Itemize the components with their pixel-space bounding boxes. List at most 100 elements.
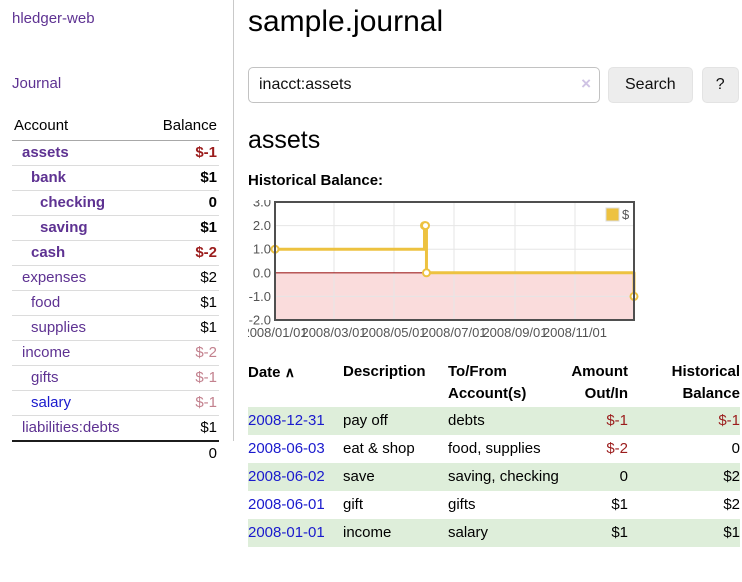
historical-balance-chart: $3.0 2.0 1.0 0.0 -1.0 -2.02008/01/012008/03/0…	[248, 200, 639, 340]
svg-text:-1.0: -1.0	[249, 289, 271, 304]
svg-text:2008/11/01: 2008/11/01	[543, 325, 607, 340]
register-header-row: Date ∧ Description To/From Account(s) Am…	[248, 359, 740, 407]
account-link-expenses[interactable]: expenses	[22, 269, 87, 286]
transaction-balance: $-1	[718, 412, 740, 429]
accounts-total-value: 0	[146, 440, 219, 466]
account-balance: 0	[146, 190, 219, 216]
register-row: 2008-12-31 pay off debts $-1 $-1	[248, 407, 740, 435]
account-link-supplies[interactable]: supplies	[31, 319, 87, 336]
account-balance: $1	[146, 165, 219, 191]
svg-text:2.0: 2.0	[253, 218, 271, 233]
svg-text:2008/09/01: 2008/09/01	[482, 325, 547, 340]
transaction-description: gift	[343, 496, 364, 513]
account-balance: $2	[146, 265, 219, 291]
transaction-accounts: gifts	[448, 496, 476, 513]
register-table: Date ∧ Description To/From Account(s) Am…	[248, 359, 740, 547]
clear-search-icon[interactable]: ×	[581, 74, 591, 93]
page-title: sample.journal	[248, 5, 444, 38]
sidebar: hledger-web Journal Account Balance asse…	[0, 0, 234, 466]
account-row: income $-2	[12, 340, 219, 366]
register-row: 2008-06-01 gift gifts $1 $2	[248, 491, 740, 519]
svg-text:2008/01/01: 2008/01/01	[248, 325, 308, 340]
account-balance: $-2	[146, 340, 219, 366]
transaction-date-link[interactable]: 2008-01-01	[248, 524, 325, 541]
account-balance: $1	[146, 290, 219, 316]
register-header-date[interactable]: Date ∧	[248, 364, 295, 381]
transaction-date-link[interactable]: 2008-12-31	[248, 412, 325, 429]
account-balance: $-1	[146, 390, 219, 416]
account-row: bank $1	[12, 165, 219, 191]
svg-text:0.0: 0.0	[253, 265, 271, 280]
account-link-saving[interactable]: saving	[40, 219, 88, 236]
transaction-date-link[interactable]: 2008-06-01	[248, 496, 325, 513]
svg-text:2008/05/01: 2008/05/01	[361, 325, 426, 340]
svg-text:2008/03/01: 2008/03/01	[301, 325, 366, 340]
account-balance: $1	[146, 215, 219, 241]
account-balance: $1	[146, 415, 219, 442]
account-row: liabilities:debts $1	[12, 415, 219, 442]
account-row: assets $-1	[12, 140, 219, 166]
account-link-assets[interactable]: assets	[22, 144, 69, 161]
transaction-balance: 0	[731, 440, 740, 457]
transaction-accounts: saving, checking	[448, 468, 559, 485]
account-row: checking 0	[12, 190, 219, 216]
account-row: saving $1	[12, 215, 219, 241]
account-row: salary $-1	[12, 390, 219, 416]
search-bar: × Search ?	[248, 67, 740, 103]
transaction-date-link[interactable]: 2008-06-02	[248, 468, 325, 485]
account-row: food $1	[12, 290, 219, 316]
account-balance: $-2	[146, 240, 219, 266]
account-row: cash $-2	[12, 240, 219, 266]
register-row: 2008-06-02 save saving, checking 0 $2	[248, 463, 740, 491]
transaction-balance: $1	[723, 524, 740, 541]
sort-ascending-icon: ∧	[284, 364, 295, 380]
transaction-balance: $2	[723, 468, 740, 485]
account-link-gifts[interactable]: gifts	[31, 369, 59, 386]
transaction-amount: 0	[619, 468, 628, 485]
transaction-description: pay off	[343, 412, 388, 429]
accounts-header-balance: Balance	[146, 114, 219, 141]
register-header-amount: Amount Out/In	[571, 363, 628, 402]
account-link-cash[interactable]: cash	[31, 244, 66, 261]
account-balance: $1	[146, 315, 219, 341]
transaction-accounts: debts	[448, 412, 485, 429]
transaction-balance: $2	[723, 496, 740, 513]
transaction-amount: $-1	[606, 412, 628, 429]
account-balance: $-1	[146, 365, 219, 391]
svg-text:$: $	[622, 207, 630, 222]
svg-text:1.0: 1.0	[253, 242, 271, 257]
register-header-accounts: To/From Account(s)	[448, 363, 527, 402]
transaction-description: income	[343, 524, 392, 541]
account-link-salary[interactable]: salary	[31, 394, 72, 411]
transaction-date-link[interactable]: 2008-06-03	[248, 440, 325, 457]
account-row: gifts $-1	[12, 365, 219, 391]
account-link-liabilities-debts[interactable]: liabilities:debts	[22, 419, 120, 436]
transaction-amount: $-2	[606, 440, 628, 457]
search-input[interactable]	[248, 67, 600, 103]
chart-title: Historical Balance:	[248, 172, 384, 189]
accounts-table: Account Balance assets $-1 bank $1 checking 0…	[12, 114, 219, 466]
sidebar-item-journal[interactable]: Journal	[12, 75, 62, 92]
register-row: 2008-01-01 income salary $1 $1	[248, 519, 740, 547]
transaction-description: save	[343, 468, 375, 485]
help-button[interactable]: ?	[701, 67, 739, 103]
transaction-amount: $1	[611, 496, 628, 513]
svg-text:-2.0: -2.0	[249, 313, 271, 328]
main-content: sample.journal × Search ? assets Histori…	[248, 0, 740, 547]
sidebar-nav: Journal	[12, 75, 219, 93]
brand-link[interactable]: hledger-web	[12, 10, 95, 27]
account-link-bank[interactable]: bank	[31, 169, 67, 186]
account-row: supplies $1	[12, 315, 219, 341]
register-row: 2008-06-03 eat & shop food, supplies $-2 0	[248, 435, 740, 463]
register-header-description: Description	[343, 363, 426, 380]
account-link-income[interactable]: income	[22, 344, 71, 361]
transaction-amount: $1	[611, 524, 628, 541]
transaction-description: eat & shop	[343, 440, 415, 457]
transaction-accounts: food, supplies	[448, 440, 541, 457]
search-button[interactable]: Search	[608, 67, 693, 103]
account-link-checking[interactable]: checking	[40, 194, 106, 211]
account-link-food[interactable]: food	[31, 294, 61, 311]
transaction-accounts: salary	[448, 524, 489, 541]
accounts-header-account: Account	[12, 114, 147, 141]
account-balance: $-1	[146, 140, 219, 166]
